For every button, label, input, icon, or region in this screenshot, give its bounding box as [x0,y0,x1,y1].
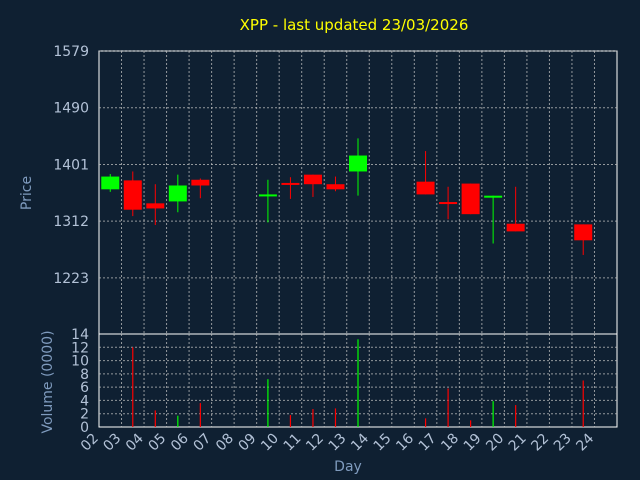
candle-body [146,203,165,209]
volume-tick-label: 2 [80,407,89,423]
volume-tick-label: 8 [80,367,89,383]
price-tick-label: 1490 [53,101,89,117]
candle-body [191,179,210,186]
volume-tick-label: 0 [80,420,89,436]
candle-body [461,183,480,215]
price-tick-label: 1312 [53,214,89,230]
candle-body [168,185,187,202]
price-grid [99,50,617,334]
volume-bars [132,339,584,427]
volume-axis-label: Volume (0000) [40,330,56,433]
chart-title: XPP - last updated 23/03/2026 [240,16,469,34]
volume-grid [99,334,617,427]
price-panel: 1223 1312 1401 1490 1579 [53,44,618,335]
candle-body [123,180,142,210]
volume-tick-label: 4 [80,393,89,409]
candle-body [101,176,120,190]
candle-body [303,174,322,185]
candle-body [484,195,503,198]
candle-body [258,194,277,197]
volume-tick-label: 6 [80,380,89,396]
candle-body [439,202,458,205]
volume-tick-label: 14 [71,327,89,343]
price-tick-label: 1223 [53,271,89,287]
price-tick-labels: 1223 1312 1401 1490 1579 [53,44,89,287]
day-tick-labels: 0203040506070809101112131415161718192021… [78,430,597,454]
volume-tick-label: 10 [71,354,89,370]
candles [101,138,593,255]
x-axis-label: Day [334,459,362,475]
candle-body [506,223,525,232]
candle-body [281,182,300,185]
price-tick-label: 1401 [53,157,89,173]
price-tick-label: 1579 [53,44,89,60]
candle-body [349,155,367,172]
candle-body [574,224,593,241]
y-axis-label: Price [19,176,35,210]
candle-body [416,181,435,195]
candle-body [326,184,345,190]
volume-tick-label: 12 [71,340,89,356]
